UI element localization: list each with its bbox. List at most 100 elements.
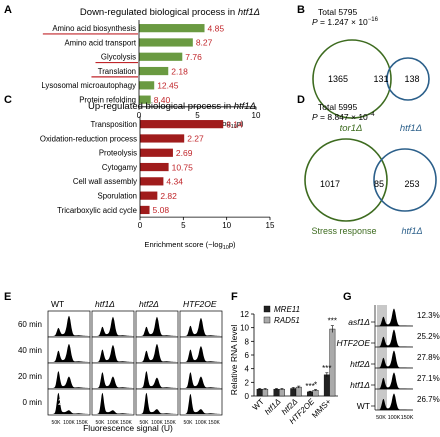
panel-g-x-ticks: 50K 100K 150K bbox=[376, 415, 414, 421]
significance-mark: *** bbox=[328, 317, 337, 326]
histogram bbox=[138, 392, 176, 414]
category-label: Amino acid transport bbox=[64, 38, 136, 47]
panel-d-right-only-count: 253 bbox=[404, 179, 419, 189]
gate-region bbox=[377, 305, 387, 410]
row-label: HTF2OE bbox=[336, 338, 370, 348]
histogram bbox=[182, 346, 220, 362]
histogram bbox=[182, 372, 220, 388]
category-label: Lysosomal microautophagy bbox=[41, 81, 136, 90]
x-tick-label: 100K bbox=[151, 420, 163, 426]
category-label: Oxidation-reduction process bbox=[40, 134, 137, 143]
category-label: Translation bbox=[98, 67, 136, 76]
histogram bbox=[50, 315, 88, 336]
bar bbox=[139, 52, 183, 61]
x-tick-label: 100K bbox=[195, 420, 207, 426]
panel-b-overlap-count: 131 bbox=[373, 74, 388, 84]
panel-b-right-set-label: htf1Δ bbox=[400, 123, 422, 134]
row-label: 0 min bbox=[22, 398, 42, 407]
histogram bbox=[94, 372, 132, 388]
x-tick-label: 150K bbox=[208, 420, 220, 426]
panel-d-p-value: P = 8.847 × 10−4 bbox=[312, 112, 375, 122]
legend-label: MRE11 bbox=[274, 305, 300, 314]
bar bbox=[295, 386, 302, 397]
row-label: htf2Δ bbox=[350, 359, 370, 369]
significance-mark: *** bbox=[322, 364, 331, 373]
percentage-label: 12.3% bbox=[417, 311, 440, 320]
bar bbox=[140, 177, 164, 186]
histogram bbox=[375, 393, 413, 410]
legend-label: RAD51 bbox=[274, 316, 300, 325]
legend-swatch bbox=[263, 316, 271, 324]
column-header: htf1Δ bbox=[95, 299, 115, 309]
panel-d-right-set-circle bbox=[373, 148, 437, 212]
panel-b-p-value: P = 1.247 × 10−16 bbox=[312, 17, 379, 27]
bar bbox=[139, 95, 151, 104]
panel-letter-c: C bbox=[4, 94, 12, 106]
row-label: 20 min bbox=[18, 372, 42, 381]
category-label: Protein refolding bbox=[79, 95, 136, 104]
x-tick-label: 5 bbox=[181, 221, 186, 230]
bar bbox=[140, 191, 158, 200]
x-tick-label: 50K bbox=[184, 420, 194, 426]
panel-b-left-set-circle bbox=[312, 39, 392, 119]
percentage-label: 27.1% bbox=[417, 374, 440, 383]
bar bbox=[139, 81, 155, 90]
histogram bbox=[375, 350, 413, 368]
row-label: 60 min bbox=[18, 320, 42, 329]
panel-a-bars: Amino acid biosynthesis 4.85 Amino acid tr… bbox=[41, 23, 225, 105]
x-tick-label: 100K bbox=[63, 420, 75, 426]
histogram bbox=[182, 393, 220, 414]
panel-d-total: Total 5995 bbox=[318, 102, 357, 112]
data-label: 8.14 bbox=[226, 119, 243, 129]
histogram bbox=[138, 316, 176, 336]
bar bbox=[329, 328, 336, 397]
x-tick-label: 50K bbox=[52, 420, 62, 426]
histogram bbox=[375, 329, 413, 347]
column-header: WT bbox=[51, 299, 64, 309]
y-tick-label: 2 bbox=[245, 378, 250, 387]
significance-mark: * bbox=[314, 381, 317, 390]
panel-b-venn: Total 5795 P = 1.247 × 10−16 1365 131 13… bbox=[312, 7, 430, 134]
panel-c-title: Up-regulated biological process in htf1Δ bbox=[88, 101, 256, 112]
panel-c-bars: Transposition 8.14 Oxidation-reduction pro… bbox=[40, 119, 243, 215]
data-label: 7.76 bbox=[185, 52, 202, 62]
x-tick-label: 15 bbox=[266, 221, 275, 230]
panel-d-overlap-count: 85 bbox=[374, 179, 384, 189]
panel-e-x-ticks: 50K 100K 150K 50K 100K 150K 50K 100K 150K 50K 100K… bbox=[52, 420, 221, 426]
panel-b-left-set-label: tor1Δ bbox=[340, 123, 363, 134]
bar bbox=[139, 66, 169, 76]
panel-a-bar-chart: Down-regulated biological process in htf… bbox=[41, 7, 261, 130]
x-tick-label: 100K bbox=[107, 420, 119, 426]
x-tick-label: 50K bbox=[96, 420, 106, 426]
category-label: Glycolysis bbox=[101, 53, 136, 62]
panel-letter-e: E bbox=[4, 291, 11, 303]
panel-e-x-axis-label: Fluorescence signal (U) bbox=[83, 423, 173, 433]
column-header: htf2Δ bbox=[139, 299, 159, 309]
data-label: 4.85 bbox=[208, 23, 225, 33]
category-label: Transposition bbox=[90, 120, 137, 129]
panel-f-legend: MRE11 RAD51 bbox=[263, 305, 300, 325]
bar bbox=[256, 388, 263, 397]
panel-c-axis: 0 5 10 15 bbox=[138, 116, 275, 230]
peak-label: 2n bbox=[58, 397, 68, 407]
data-label: 8.40 bbox=[154, 95, 171, 105]
panel-c-bar-chart: Up-regulated biological process in htf1Δ… bbox=[40, 101, 275, 251]
x-tick-label: 50K bbox=[140, 420, 150, 426]
histogram bbox=[375, 308, 413, 326]
bar bbox=[140, 134, 185, 143]
y-tick-label: 4 bbox=[245, 365, 250, 374]
panel-g-flow-histograms: asf1Δ 12.3% HTF2OE 25.2% htf2Δ 27.8% htf1Δ 27.1… bbox=[336, 305, 440, 421]
x-tick-label: 5 bbox=[195, 111, 200, 120]
category-label: Amino acid biosynthesis bbox=[52, 24, 136, 33]
panel-a-axis: 0 5 10 bbox=[137, 20, 261, 120]
panel-e-histogram-grid: 2n bbox=[47, 310, 223, 416]
bar bbox=[140, 148, 173, 157]
panel-d-venn: Total 5995 P = 8.847 × 10−4 1017 85 253 … bbox=[304, 102, 437, 236]
bar bbox=[140, 205, 150, 215]
panel-letter-d: D bbox=[297, 94, 305, 106]
data-label: 8.27 bbox=[196, 38, 213, 48]
x-tick-label: 150K bbox=[76, 420, 88, 426]
panel-f-y-axis-label: Relative RNA level bbox=[229, 325, 239, 396]
